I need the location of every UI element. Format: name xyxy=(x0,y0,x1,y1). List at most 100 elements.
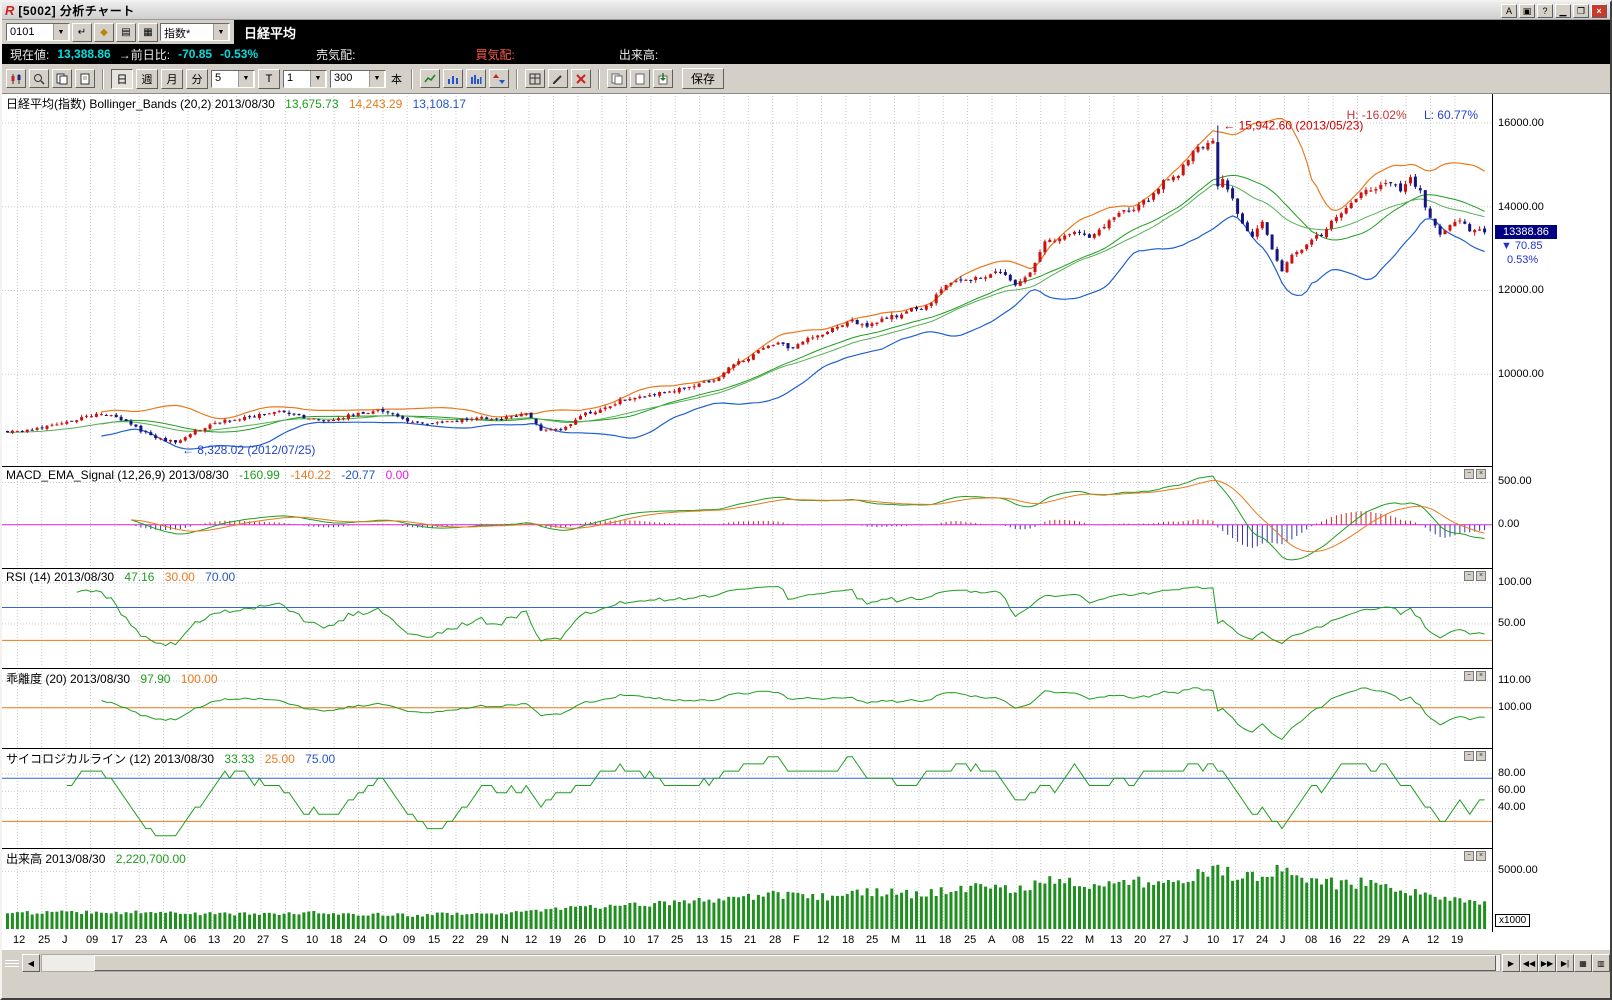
tick-mode-button[interactable]: T xyxy=(258,68,280,89)
x-axis-label: S xyxy=(281,934,289,946)
kairi-panel[interactable]: 乖離度 (20) 2013/08/30 97.90 100.00 − × xyxy=(2,668,1492,748)
scrollbar-track[interactable] xyxy=(41,954,1501,972)
scroll-left-button[interactable]: ◀ xyxy=(22,954,40,972)
bar-count-combo[interactable]: 300 ▼ xyxy=(330,69,386,88)
psychological-line-panel[interactable]: サイコロジカルライン (12) 2013/08/30 33.33 25.00 7… xyxy=(2,748,1492,848)
resize-grip-icon[interactable] xyxy=(2,954,22,972)
page-new-icon[interactable] xyxy=(75,69,95,88)
page-copy-icon[interactable] xyxy=(52,69,72,88)
macd-value: -160.99 xyxy=(239,468,280,482)
chevron-down-icon[interactable]: ▼ xyxy=(310,70,325,87)
x-axis-label: 24 xyxy=(354,934,367,946)
x-axis-label: 17 xyxy=(647,934,660,946)
save-button[interactable]: 保存 xyxy=(682,68,725,89)
grid-icon[interactable] xyxy=(525,69,545,88)
panel-volume-svg xyxy=(2,851,1492,931)
period-week-button[interactable]: 週 xyxy=(136,68,158,89)
x-axis-label: 10 xyxy=(623,934,636,946)
rsi-panel[interactable]: RSI (14) 2013/08/30 47.16 30.00 70.00 − … xyxy=(2,568,1492,668)
main-price-panel[interactable]: ← 15,942.60 (2013/05/23) ← 8,328.02 (2012… xyxy=(2,94,1492,466)
memo-icon[interactable]: ▤ xyxy=(116,22,136,42)
close-panel-icon[interactable]: × xyxy=(1476,671,1486,681)
volume-value: 2,220,700.00 xyxy=(115,852,186,866)
page-left-button[interactable]: ◀◀ xyxy=(1520,954,1538,972)
font-size-button[interactable]: A xyxy=(1501,3,1517,18)
minimize-panel-icon[interactable]: − xyxy=(1464,671,1474,681)
rsi-legend: RSI (14) 2013/08/30 47.16 30.00 70.00 xyxy=(6,570,235,584)
minimize-panel-icon[interactable]: − xyxy=(1464,571,1474,581)
line-chart-icon[interactable] xyxy=(420,69,440,88)
svg-text:← 8,328.02 (2012/07/25): ← 8,328.02 (2012/07/25) xyxy=(182,443,315,457)
x-axis-label: O xyxy=(379,934,388,946)
chevron-down-icon[interactable]: ▼ xyxy=(213,24,228,40)
period-day-button[interactable]: 日 xyxy=(111,68,133,89)
tick-value: 1 xyxy=(284,70,310,87)
period-minute-button[interactable]: 分 xyxy=(186,68,208,89)
volume-panel[interactable]: 出来高 2013/08/30 2,220,700.00 − × xyxy=(2,848,1492,932)
minimize-panel-icon[interactable]: − xyxy=(1464,751,1474,761)
scale-tick: 10000.00 xyxy=(1498,368,1544,380)
scroll-right-button[interactable]: ▶ xyxy=(1502,954,1520,972)
alert-icon[interactable]: ◆ xyxy=(94,22,114,42)
x-axis-label: 09 xyxy=(403,934,416,946)
layout-grid-button[interactable]: ▦ xyxy=(1574,954,1592,972)
restore-button[interactable]: ❐ xyxy=(1573,3,1589,18)
layout-button[interactable]: ▣ xyxy=(1519,3,1535,18)
delete-drawing-icon[interactable] xyxy=(571,69,591,88)
list-icon[interactable]: ▦ xyxy=(138,22,158,42)
category-combo[interactable]: 指数* ▼ xyxy=(160,23,230,41)
help-button[interactable]: ? xyxy=(1537,3,1553,18)
symbol-code-input[interactable] xyxy=(7,24,53,40)
minute-interval-combo[interactable]: 5 ▼ xyxy=(211,69,255,88)
macd-zero-value: 0.00 xyxy=(385,468,409,482)
close-panel-icon[interactable]: × xyxy=(1476,469,1486,479)
close-panel-icon[interactable]: × xyxy=(1476,571,1486,581)
bars-unit-label: 本 xyxy=(391,73,402,86)
x-axis-label: 17 xyxy=(111,934,124,946)
page-icon[interactable] xyxy=(630,69,650,88)
chevron-down-icon[interactable]: ▼ xyxy=(53,24,68,40)
x-axis-label: 06 xyxy=(184,934,197,946)
candle-chart-icon[interactable] xyxy=(6,69,26,88)
minimize-panel-icon[interactable]: − xyxy=(1464,469,1474,479)
x-axis-label: 25 xyxy=(671,934,684,946)
kairi-value: 97.90 xyxy=(140,672,171,686)
x-axis-label: 25 xyxy=(866,934,879,946)
close-button[interactable]: × xyxy=(1591,3,1607,18)
app-logo-icon: R xyxy=(5,3,15,18)
submit-code-icon[interactable]: ↵ xyxy=(72,22,92,42)
x-axis-label: 12 xyxy=(13,934,26,946)
macd-panel[interactable]: MACD_EMA_Signal (12,26,9) 2013/08/30 -16… xyxy=(2,466,1492,568)
x-axis-label: 19 xyxy=(549,934,562,946)
title-bar[interactable]: R [5002] 分析チャート A ▣ ? ▁ ❐ × xyxy=(2,2,1610,20)
updown-arrows-icon[interactable] xyxy=(489,69,509,88)
scale-tick: 100.00 xyxy=(1498,576,1532,588)
scale-tick: 40.00 xyxy=(1498,801,1526,813)
close-panel-icon[interactable]: × xyxy=(1476,851,1486,861)
copy-icon[interactable] xyxy=(607,69,627,88)
x-axis-label: M xyxy=(1085,934,1095,946)
minimize-panel-icon[interactable]: − xyxy=(1464,851,1474,861)
chevron-down-icon[interactable]: ▼ xyxy=(238,70,253,87)
histogram-icon[interactable] xyxy=(466,69,486,88)
x-axis-label: 13 xyxy=(208,934,221,946)
scroll-end-button[interactable]: ▶| xyxy=(1556,954,1574,972)
export-icon[interactable] xyxy=(653,69,673,88)
minimize-button[interactable]: ▁ xyxy=(1555,3,1571,18)
scrollbar-thumb[interactable] xyxy=(94,955,1496,971)
change-percent: -0.53% xyxy=(220,47,259,61)
volume-unit-badge: x1000 xyxy=(1495,914,1531,927)
symbol-code-combo[interactable]: ▼ xyxy=(6,23,70,41)
close-panel-icon[interactable]: × xyxy=(1476,751,1486,761)
layout-grid-alt-button[interactable]: ▥ xyxy=(1592,954,1610,972)
bar-chart-icon[interactable] xyxy=(443,69,463,88)
page-right-button[interactable]: ▶▶ xyxy=(1538,954,1556,972)
period-month-button[interactable]: 月 xyxy=(161,68,183,89)
bid-label: 買気配: xyxy=(475,47,515,62)
pencil-icon[interactable] xyxy=(548,69,568,88)
chevron-down-icon[interactable]: ▼ xyxy=(369,70,384,87)
tick-combo[interactable]: 1 ▼ xyxy=(283,69,327,88)
x-axis-label: 16 xyxy=(1329,934,1342,946)
zoom-icon[interactable] xyxy=(29,69,49,88)
x-axis-label: 25 xyxy=(964,934,977,946)
